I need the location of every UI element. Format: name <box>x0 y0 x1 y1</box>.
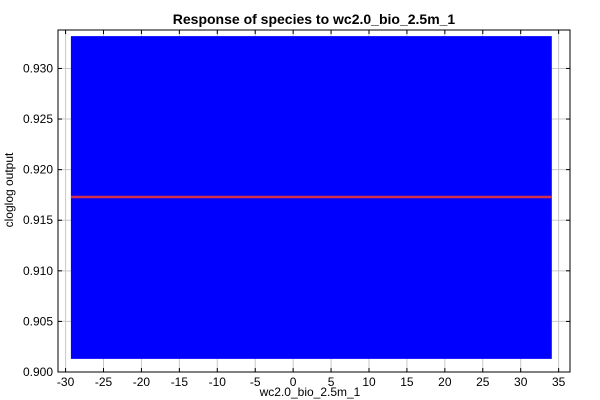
x-tick-label: 0 <box>290 375 297 389</box>
x-tick-label: -5 <box>250 375 261 389</box>
x-tick-label: 10 <box>362 375 376 389</box>
x-tick-label: -20 <box>133 375 151 389</box>
x-tick-label: 20 <box>438 375 452 389</box>
y-tick-label: 0.930 <box>23 61 53 75</box>
y-tick-label: 0.905 <box>23 314 53 328</box>
y-axis-label: cloglog output <box>2 152 16 227</box>
x-tick-label: 35 <box>552 375 566 389</box>
x-tick-label: 25 <box>476 375 490 389</box>
y-tick-label: 0.910 <box>23 264 53 278</box>
y-tick-label: 0.925 <box>23 112 53 126</box>
x-axis-label: wc2.0_bio_2.5m_1 <box>259 385 361 399</box>
plot-frame <box>57 29 571 373</box>
y-tick-label: 0.920 <box>23 163 53 177</box>
x-tick-label: 30 <box>514 375 528 389</box>
y-axis-ticks: 0.900 0.905 0.910 0.915 0.920 0.925 0.930 <box>23 61 570 379</box>
x-tick-label: -30 <box>57 375 75 389</box>
x-tick-label: 15 <box>400 375 414 389</box>
y-tick-label: 0.915 <box>23 213 53 227</box>
x-tick-label: -10 <box>209 375 227 389</box>
y-tick-label: 0.900 <box>23 365 53 379</box>
chart-title: Response of species to wc2.0_bio_2.5m_1 <box>173 11 456 27</box>
x-tick-label: 5 <box>328 375 335 389</box>
x-tick-label: -15 <box>171 375 189 389</box>
x-tick-label: -25 <box>95 375 113 389</box>
x-axis-ticks: -30 -25 -20 -15 -10 -5 0 5 10 15 20 25 30 35 <box>57 30 566 389</box>
